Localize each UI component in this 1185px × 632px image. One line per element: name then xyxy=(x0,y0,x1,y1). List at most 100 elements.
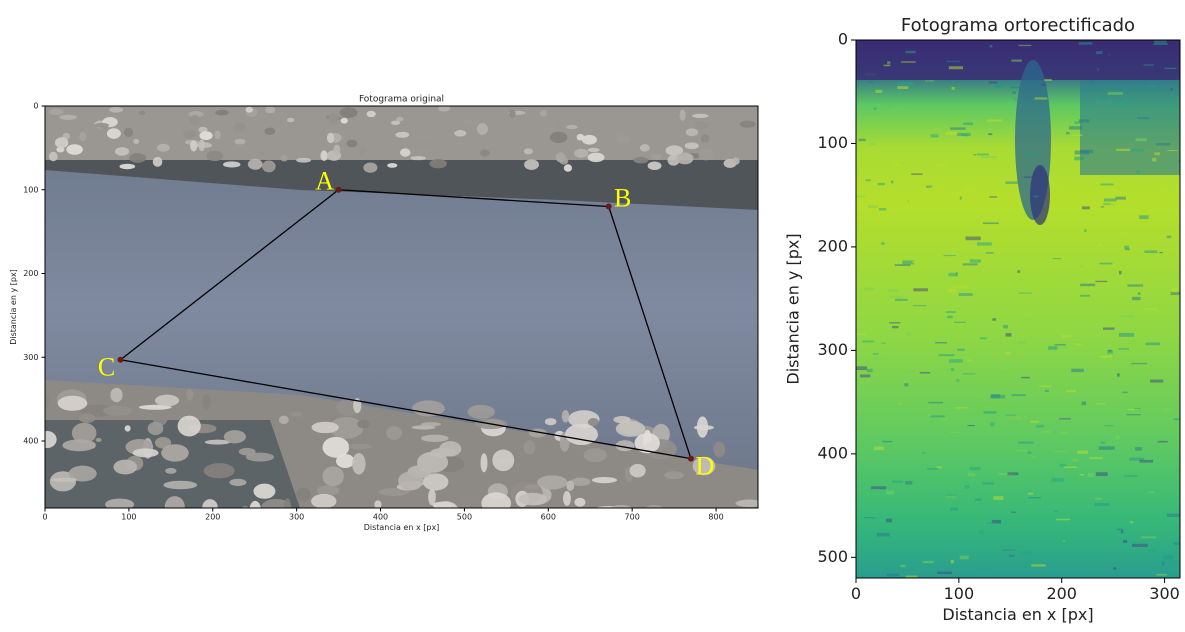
streak xyxy=(897,82,913,85)
streak xyxy=(931,134,939,137)
streak xyxy=(887,289,898,292)
streak xyxy=(990,395,1005,399)
streak xyxy=(1080,295,1090,297)
stone xyxy=(492,450,514,472)
stone xyxy=(109,107,123,113)
stone xyxy=(79,132,86,141)
streak xyxy=(949,359,963,363)
stone xyxy=(280,155,288,161)
streak xyxy=(1075,344,1083,345)
streak xyxy=(963,373,975,374)
stone xyxy=(574,498,585,507)
streak xyxy=(1139,460,1153,463)
stone xyxy=(115,147,129,156)
stone xyxy=(110,388,122,402)
stone xyxy=(215,110,228,116)
streak xyxy=(957,349,964,351)
streak xyxy=(1075,151,1090,155)
streak xyxy=(945,495,956,496)
stone xyxy=(317,461,325,466)
streak xyxy=(1128,409,1140,410)
stone xyxy=(518,493,547,506)
y-tick-label: 300 xyxy=(23,353,38,362)
stone xyxy=(206,151,223,161)
streak xyxy=(1101,441,1105,443)
streak xyxy=(1082,402,1087,406)
stone xyxy=(416,141,433,149)
streak xyxy=(1059,432,1068,435)
control-point xyxy=(688,456,694,462)
streak xyxy=(1028,493,1033,495)
stone xyxy=(630,536,647,551)
streak xyxy=(1039,386,1051,387)
stone xyxy=(161,444,189,461)
stone xyxy=(348,444,372,450)
streak xyxy=(864,517,875,518)
stone xyxy=(94,123,109,128)
stone xyxy=(186,389,193,401)
streak xyxy=(1000,371,1011,375)
streak xyxy=(1096,403,1105,404)
stone xyxy=(360,145,366,157)
streak xyxy=(898,403,901,404)
stone xyxy=(178,416,201,437)
streak xyxy=(895,264,911,266)
streak xyxy=(1165,68,1177,69)
streak xyxy=(1018,442,1033,444)
streak xyxy=(1054,451,1067,452)
streak xyxy=(875,90,882,93)
stone xyxy=(49,152,58,162)
stone xyxy=(239,506,251,525)
stone xyxy=(630,464,646,478)
streak xyxy=(886,491,894,495)
stone xyxy=(686,128,698,136)
y-tick-label: 100 xyxy=(23,185,38,194)
streak xyxy=(1125,99,1129,103)
streak xyxy=(906,332,911,336)
streak xyxy=(1135,447,1142,450)
control-point xyxy=(117,357,123,363)
stone xyxy=(312,513,328,518)
streak xyxy=(1077,451,1088,454)
streak xyxy=(1170,88,1172,90)
streak xyxy=(882,343,886,344)
streak xyxy=(985,406,990,408)
stone xyxy=(363,163,377,173)
stone xyxy=(588,418,599,426)
stone xyxy=(157,144,170,152)
stone xyxy=(246,453,274,462)
streak xyxy=(950,127,965,129)
stone xyxy=(327,133,334,144)
streak xyxy=(906,576,918,578)
streak xyxy=(1017,270,1020,273)
streak xyxy=(977,242,992,245)
y-tick-label: 200 xyxy=(817,236,848,255)
stone xyxy=(692,114,709,118)
streak xyxy=(901,565,906,567)
streak xyxy=(871,486,886,489)
stone xyxy=(633,157,648,164)
streak xyxy=(1074,122,1083,124)
stone xyxy=(38,431,57,448)
streak xyxy=(887,61,890,64)
streak xyxy=(1156,143,1170,146)
streak xyxy=(1054,344,1065,345)
streak xyxy=(970,467,981,470)
streak xyxy=(1002,550,1015,551)
streak xyxy=(1043,392,1056,393)
streak xyxy=(951,560,954,563)
stone xyxy=(296,158,311,163)
stone xyxy=(311,494,336,509)
streak xyxy=(1158,441,1168,443)
point-label: D xyxy=(696,452,715,481)
streak xyxy=(1171,289,1177,293)
stone xyxy=(468,405,495,419)
streak xyxy=(1125,249,1130,251)
streak xyxy=(1058,346,1067,348)
control-point xyxy=(336,187,342,193)
streak xyxy=(966,237,981,241)
stone xyxy=(233,123,246,132)
stone xyxy=(58,396,88,411)
streak xyxy=(913,288,928,291)
streak xyxy=(891,181,893,184)
